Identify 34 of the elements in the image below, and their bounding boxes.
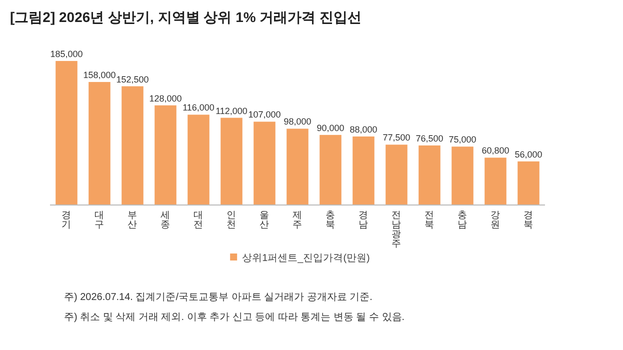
x-tick-label: 전남광주 (392, 210, 402, 250)
legend-label: 상위1퍼센트_진입가격(만원) (242, 253, 370, 264)
data-label: 158,000 (83, 70, 116, 80)
data-label: 98,000 (284, 116, 312, 127)
text: 주) 취소 및 삭제 거래 제외. 이후 추가 신고 등에 따라 통계는 변동 될 수 있음. (64, 312, 405, 323)
x-tick-label: 경북 (524, 210, 534, 230)
data-label: 128,000 (149, 93, 182, 104)
x-tick-label: 울산 (260, 210, 270, 230)
data-label: 152,500 (116, 74, 149, 84)
data-label: 116,000 (182, 102, 214, 113)
data-label: 88,000 (350, 124, 378, 134)
data-label: 56,000 (514, 149, 542, 160)
x-tick-label: 세종 (160, 210, 170, 230)
data-label: 60,800 (482, 146, 510, 156)
data-label: 107,000 (248, 110, 281, 120)
data-label: 112,000 (216, 106, 248, 116)
data-label: 75,000 (448, 134, 476, 145)
x-tick-label: 전북 (424, 210, 434, 230)
x-tick-label: 인천 (226, 210, 236, 230)
x-tick-label: 대전 (194, 210, 204, 230)
data-label: 77,500 (382, 132, 410, 143)
x-tick-label: 제주 (292, 210, 302, 230)
x-tick-label: 충북 (326, 210, 336, 230)
data-label: 90,000 (316, 122, 344, 133)
x-tick-label: 대구 (94, 210, 104, 230)
x-tick-label: 경남 (358, 210, 368, 230)
data-label: 76,500 (416, 133, 444, 144)
chart-title: [그림2] 2026년 상반기, 지역별 상위 1% 거래가격 진입선 (10, 9, 362, 25)
x-tick-label: 경기 (62, 210, 72, 230)
x-tick-label: 부산 (128, 210, 138, 230)
text: 주) 2026.07.14. 집계기준/국토교통부 아파트 실거래가 공개자료 기준. (64, 292, 372, 303)
x-tick-label: 충남 (458, 210, 468, 230)
x-tick-label: 강원 (490, 210, 500, 230)
data-label: 185,000 (50, 48, 83, 59)
